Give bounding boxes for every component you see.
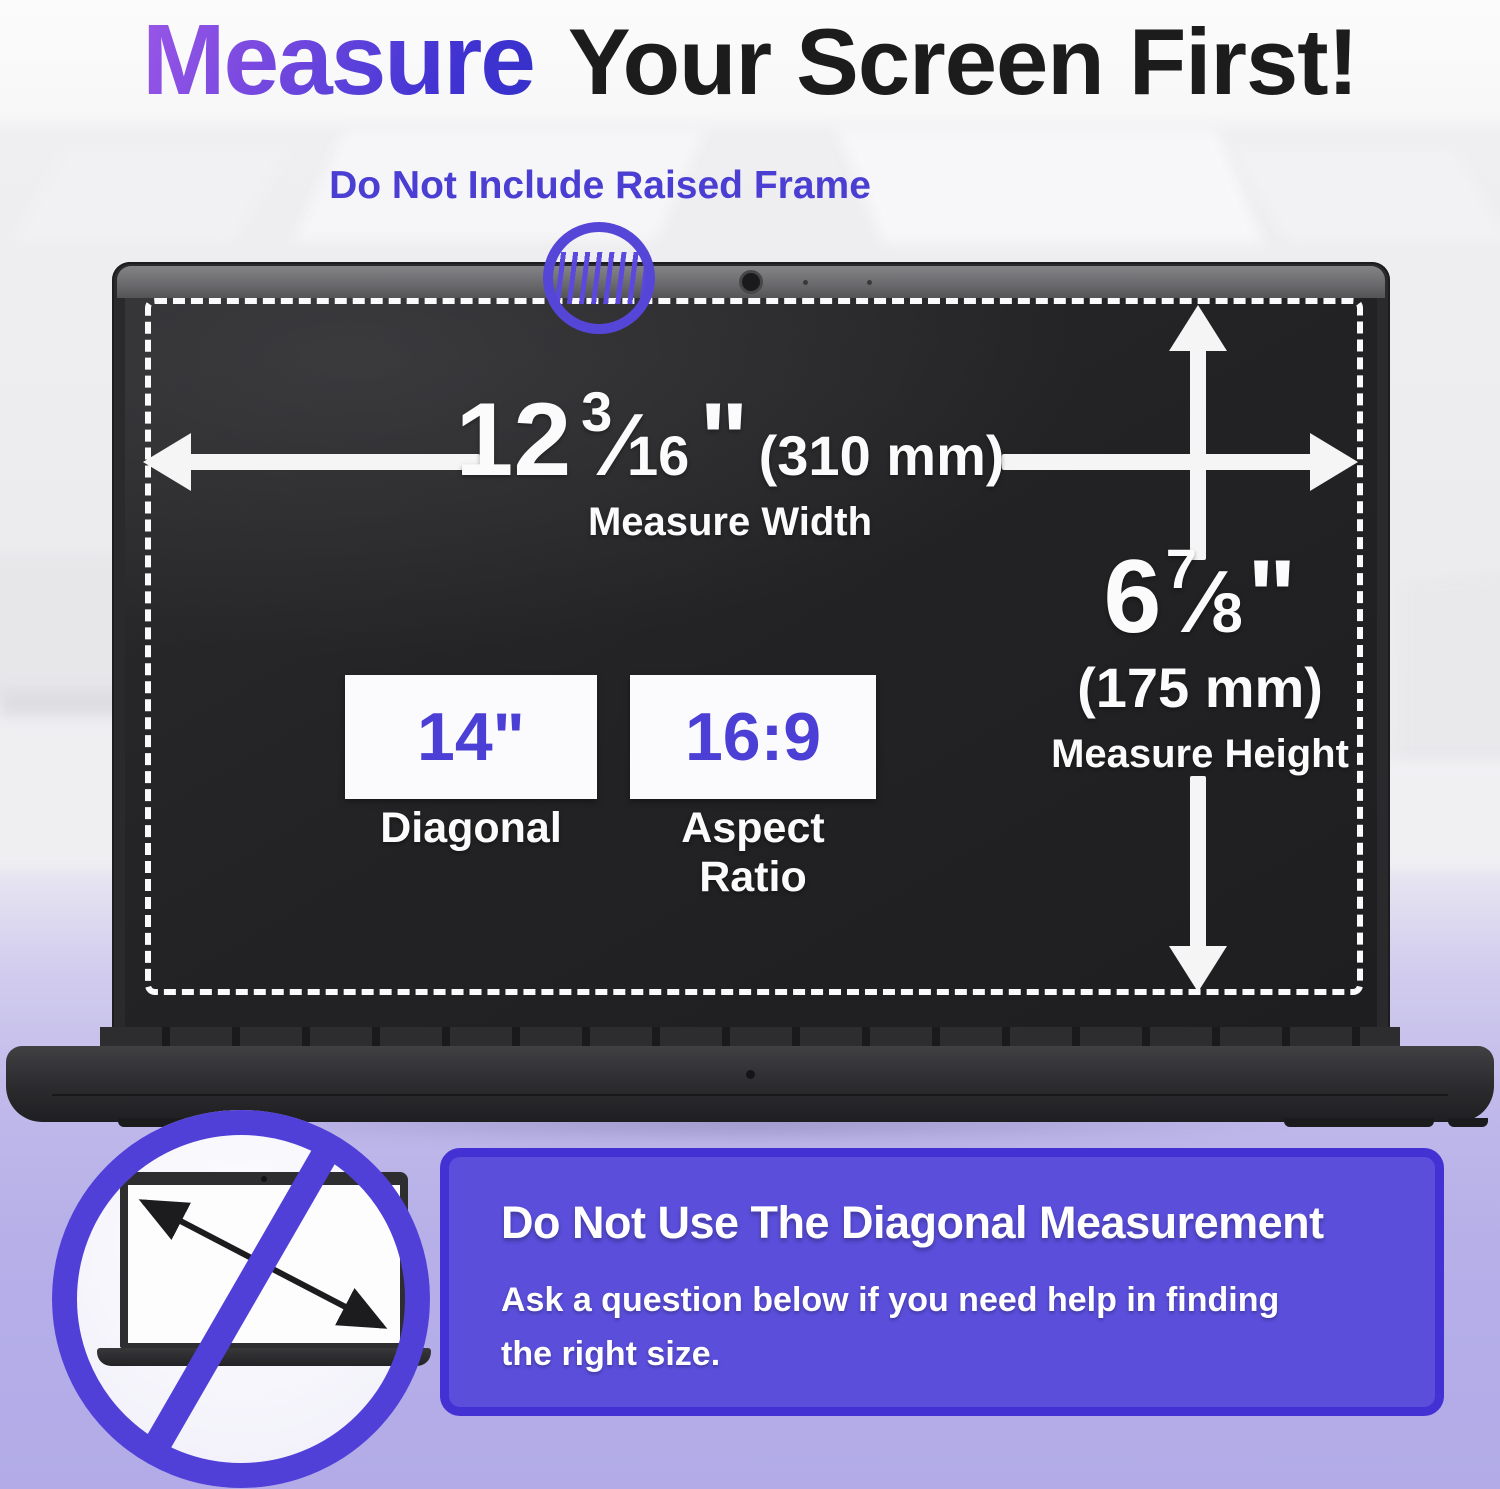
height-inches-whole: 6: [1103, 539, 1162, 655]
width-frac-numerator: 3: [581, 380, 613, 443]
desk-monitor-right: [1400, 568, 1500, 792]
width-mm: (310 mm): [758, 424, 1005, 487]
aspect-ratio-value: 16:9: [684, 699, 822, 775]
laptop-keyboard: [100, 1027, 1400, 1048]
no-diagonal-sign: [52, 1110, 431, 1488]
height-measurement: 6 7⁄8 " (175 mm) Measure Height: [1012, 541, 1388, 777]
width-arrow-right-shaft: [1002, 454, 1312, 470]
width-arrow-left-shaft: [188, 454, 480, 470]
width-measure-label: Measure Width: [587, 500, 873, 544]
screen-dashed-outline: [145, 298, 1363, 995]
width-measurement: 12 3⁄16 " (310 mm): [430, 382, 1030, 498]
height-inch-mark: ": [1247, 539, 1297, 655]
diagonal-warning-panel: Do Not Use The Diagonal Measurement Ask …: [440, 1148, 1444, 1416]
raised-frame-circle-icon: [543, 222, 655, 334]
height-arrow-top-head: [1169, 305, 1227, 351]
width-inches-fraction: 3⁄16: [581, 384, 690, 494]
height-arrow-top-shaft: [1190, 348, 1206, 560]
title-highlight: Measure: [142, 4, 536, 116]
height-arrow-bottom-head: [1169, 946, 1227, 992]
desk-monitor-left: [0, 555, 130, 705]
height-mm: (175 mm): [1077, 656, 1323, 719]
prohibition-ring-icon: [52, 1110, 430, 1488]
laptop-base: [6, 1046, 1494, 1122]
height-frac-denominator: 8: [1211, 581, 1243, 644]
width-inch-mark: ": [699, 382, 749, 498]
laptop-foot: [118, 1118, 184, 1127]
laptop-screen: [125, 298, 1377, 1035]
height-arrow-bottom-shaft: [1190, 776, 1206, 948]
diagonal-label: Diagonal: [380, 804, 562, 852]
ceiling-panel: [14, 150, 286, 240]
width-frac-denominator: 16: [627, 424, 690, 487]
width-arrow-right-head: [1310, 433, 1358, 491]
width-inches-whole: 12: [455, 382, 572, 498]
raised-frame-note: Do Not Include Raised Frame: [329, 164, 871, 207]
height-measure-label: Measure Height: [1051, 732, 1349, 776]
page-title: Measure Your Screen First!: [0, 4, 1500, 116]
base-latch: [746, 1070, 755, 1079]
webcam-icon: [742, 273, 760, 291]
warning-body: Ask a question below if you need help in…: [501, 1281, 1280, 1374]
title-rest: Your Screen First!: [567, 9, 1359, 114]
diagonal-value: 14": [417, 699, 525, 775]
aspect-ratio-label: Aspect Ratio: [681, 804, 825, 901]
desk-right: [1380, 760, 1500, 870]
height-inches-line: 6 7⁄8 ": [1012, 541, 1388, 650]
mic-hole-icon: [803, 280, 808, 285]
laptop-lid: [112, 262, 1390, 1035]
laptop-foot: [1448, 1118, 1488, 1127]
fraction-slash: ⁄: [612, 395, 628, 494]
warning-heading: Do Not Use The Diagonal Measurement: [501, 1197, 1324, 1248]
fraction-slash: ⁄: [1196, 552, 1212, 651]
height-inches-fraction: 7⁄8: [1166, 539, 1243, 655]
mic-hole-icon: [867, 280, 872, 285]
aspect-ratio-spec-box: 16:9: [630, 675, 876, 799]
base-seam: [52, 1094, 1448, 1096]
laptop-foot: [1284, 1118, 1434, 1127]
height-frac-numerator: 7: [1165, 537, 1197, 600]
diagonal-spec-box: 14": [345, 675, 597, 799]
ceiling-panel: [1234, 150, 1500, 240]
laptop-bezel: [117, 266, 1385, 298]
width-arrow-left-head: [143, 433, 191, 491]
